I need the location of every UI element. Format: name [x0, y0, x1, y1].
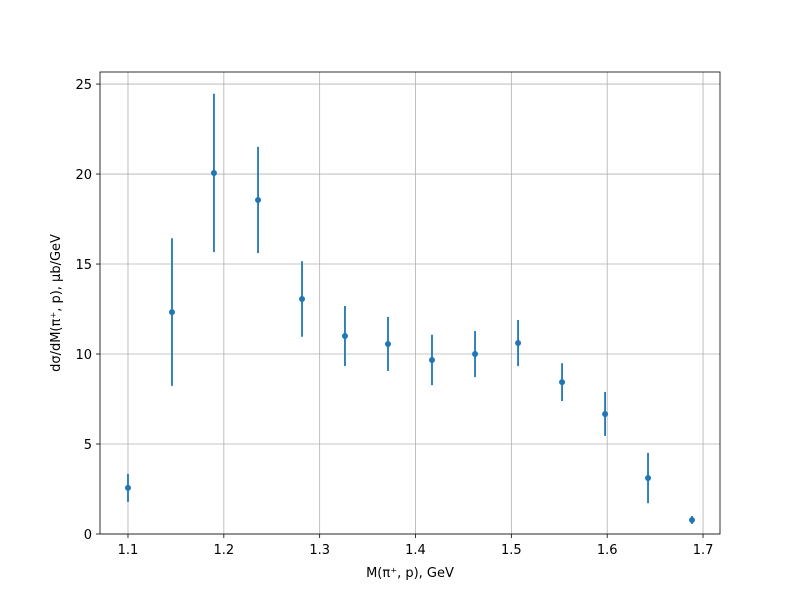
data-point: [299, 295, 306, 302]
x-tick-label: 1.6: [597, 543, 618, 558]
data-point: [255, 196, 262, 203]
data-point: [645, 475, 652, 482]
data-point: [124, 484, 131, 491]
y-axis-label: dσ/dM(π⁺, p), μb/GeV: [49, 234, 64, 372]
data-point: [168, 309, 175, 316]
x-axis-label: M(π⁺, p), GeV: [366, 566, 454, 581]
y-tick-label: 20: [75, 168, 92, 183]
plot-frame: [99, 71, 721, 535]
data-point: [428, 356, 435, 363]
data-point: [210, 169, 217, 176]
data-point: [689, 516, 696, 523]
y-tick-label: 5: [84, 438, 92, 453]
x-tick-label: 1.3: [309, 543, 330, 558]
y-tick-label: 15: [75, 258, 92, 273]
y-tick-label: 10: [75, 348, 92, 363]
data-point: [385, 340, 392, 347]
x-tick-label: 1.2: [213, 543, 234, 558]
y-tick-label: 0: [84, 528, 92, 543]
data-point: [341, 333, 348, 340]
x-tick-label: 1.5: [501, 543, 522, 558]
x-tick-label: 1.1: [118, 543, 139, 558]
data-point: [472, 351, 479, 358]
data-point: [602, 410, 609, 417]
data-point: [515, 340, 522, 347]
data-point: [559, 379, 566, 386]
x-tick-label: 1.4: [405, 543, 426, 558]
y-tick-label: 25: [75, 78, 92, 93]
x-tick-label: 1.7: [693, 543, 714, 558]
